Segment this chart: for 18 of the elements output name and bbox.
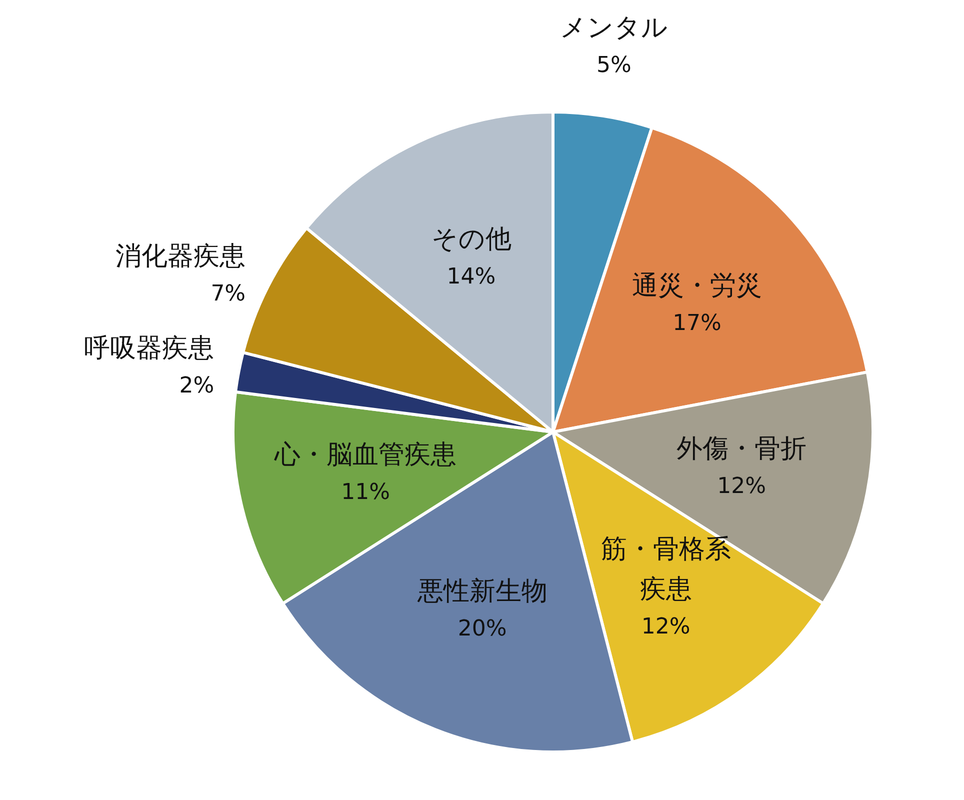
data-label: 7%: [210, 281, 246, 306]
data-label: 11%: [341, 480, 390, 505]
data-label: 5%: [596, 52, 632, 78]
data-label: 17%: [672, 311, 722, 336]
data-label: 20%: [458, 616, 507, 642]
data-label: 12%: [717, 474, 766, 499]
slice-label: 外傷・骨折: [676, 434, 807, 464]
slice-label: 悪性新生物: [416, 576, 548, 607]
data-label: 14%: [446, 264, 496, 290]
slice-label: 筋・骨格系疾患: [600, 534, 731, 604]
slice-label: メンタル: [560, 12, 668, 43]
slice-label: 心・脳血管疾患: [274, 440, 457, 470]
slice-label: その他: [431, 224, 512, 254]
slice-label: 消化器疾患: [116, 241, 246, 272]
data-label: 12%: [641, 614, 690, 640]
data-label: 2%: [179, 373, 214, 398]
slice-label: 呼吸器疾患: [84, 333, 214, 364]
slice-label: 通災・労災: [632, 271, 762, 302]
